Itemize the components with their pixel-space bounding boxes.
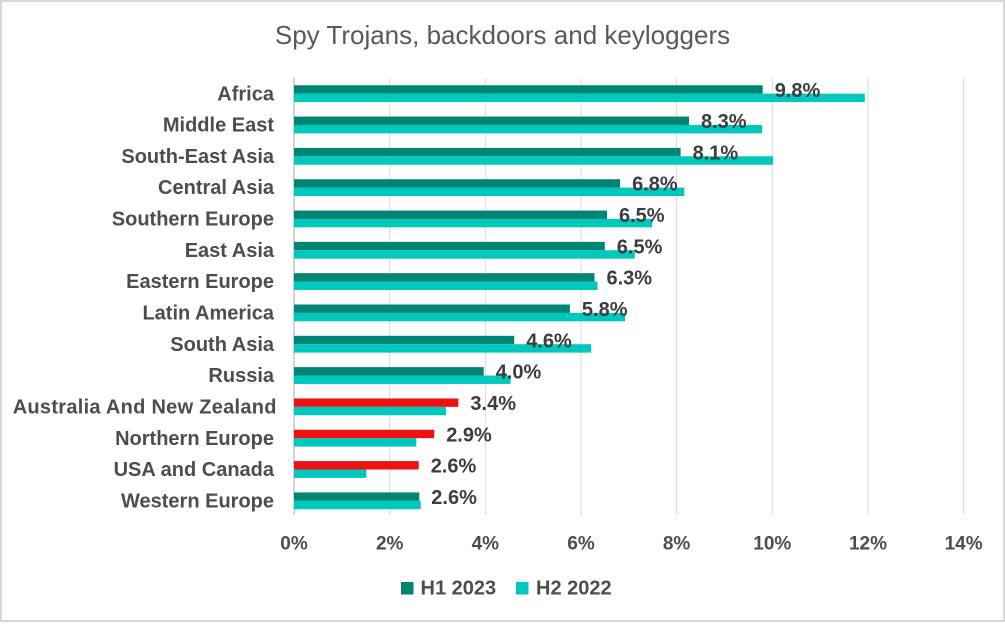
svg-text:USA and Canada: USA and Canada — [114, 459, 275, 481]
svg-text:8.1%: 8.1% — [693, 142, 739, 164]
svg-text:Northern Europe: Northern Europe — [115, 428, 274, 450]
svg-text:4.0%: 4.0% — [496, 362, 542, 384]
svg-text:H2 2022: H2 2022 — [536, 578, 612, 600]
svg-text:Russia: Russia — [208, 365, 274, 387]
svg-text:Eastern Europe: Eastern Europe — [126, 271, 274, 293]
svg-text:4.6%: 4.6% — [526, 330, 572, 352]
svg-text:14%: 14% — [945, 534, 983, 555]
svg-text:5.8%: 5.8% — [582, 299, 628, 321]
svg-text:6.3%: 6.3% — [607, 268, 653, 290]
svg-text:Australia And New Zealand: Australia And New Zealand — [13, 397, 277, 419]
svg-text:South-East Asia: South-East Asia — [121, 146, 274, 168]
svg-text:South Asia: South Asia — [170, 334, 275, 356]
svg-text:6.5%: 6.5% — [617, 236, 663, 258]
svg-text:12%: 12% — [849, 534, 887, 555]
svg-text:4%: 4% — [472, 534, 500, 555]
svg-text:Spy Trojans, backdoors and key: Spy Trojans, backdoors and keyloggers — [275, 20, 730, 50]
svg-text:H1 2023: H1 2023 — [421, 578, 497, 600]
svg-text:Middle East: Middle East — [163, 115, 274, 137]
svg-text:3.4%: 3.4% — [470, 393, 516, 415]
svg-text:6.8%: 6.8% — [632, 174, 678, 196]
svg-text:Western Europe: Western Europe — [121, 490, 274, 512]
svg-text:10%: 10% — [753, 534, 791, 555]
svg-text:2.6%: 2.6% — [431, 487, 477, 509]
svg-text:6%: 6% — [567, 534, 595, 555]
svg-text:0%: 0% — [280, 534, 308, 555]
svg-text:8%: 8% — [663, 534, 691, 555]
svg-text:Central Asia: Central Asia — [158, 177, 275, 199]
svg-text:Africa: Africa — [217, 83, 275, 105]
svg-text:9.8%: 9.8% — [775, 80, 821, 102]
svg-text:Southern Europe: Southern Europe — [112, 209, 274, 231]
svg-text:East Asia: East Asia — [185, 240, 275, 262]
svg-text:2%: 2% — [376, 534, 404, 555]
svg-text:8.3%: 8.3% — [701, 111, 747, 133]
svg-text:6.5%: 6.5% — [619, 205, 665, 227]
svg-text:Latin America: Latin America — [142, 303, 274, 325]
svg-text:2.9%: 2.9% — [446, 424, 492, 446]
svg-text:2.6%: 2.6% — [431, 456, 477, 478]
